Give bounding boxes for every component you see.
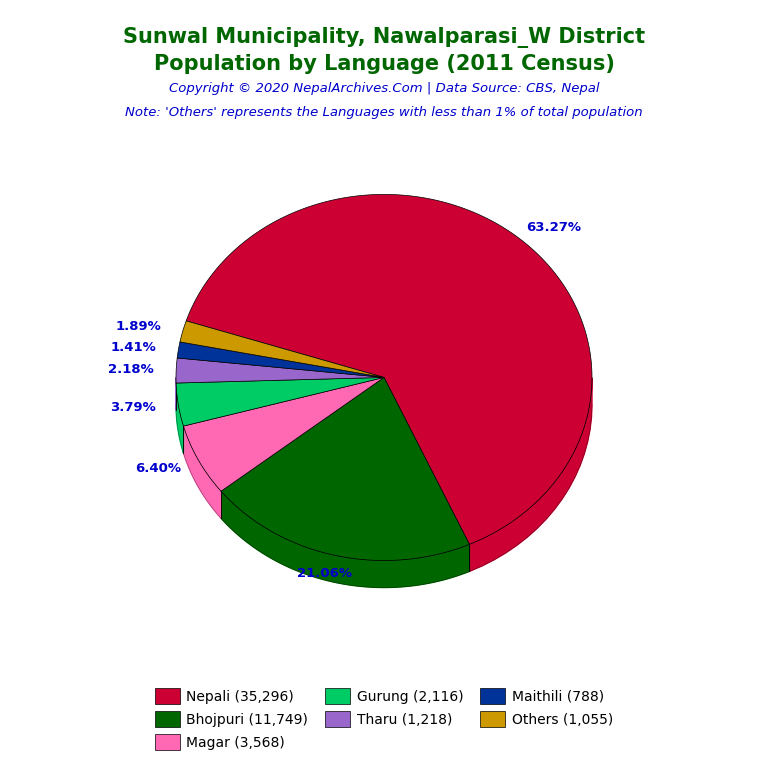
Text: Note: 'Others' represents the Languages with less than 1% of total population: Note: 'Others' represents the Languages …	[125, 106, 643, 119]
Polygon shape	[176, 358, 384, 383]
Text: 6.40%: 6.40%	[134, 462, 180, 475]
Text: Population by Language (2011 Census): Population by Language (2011 Census)	[154, 54, 614, 74]
Text: 1.41%: 1.41%	[111, 341, 156, 353]
Polygon shape	[184, 377, 384, 492]
Polygon shape	[177, 342, 384, 377]
Text: Copyright © 2020 NepalArchives.Com | Data Source: CBS, Nepal: Copyright © 2020 NepalArchives.Com | Dat…	[169, 82, 599, 95]
Text: Sunwal Municipality, Nawalparasi_W District: Sunwal Municipality, Nawalparasi_W Distr…	[123, 27, 645, 48]
Polygon shape	[184, 426, 221, 518]
Polygon shape	[469, 378, 592, 571]
Text: 63.27%: 63.27%	[526, 221, 581, 234]
Polygon shape	[221, 377, 469, 561]
Text: 1.89%: 1.89%	[115, 320, 161, 333]
Text: 3.79%: 3.79%	[110, 401, 156, 414]
Polygon shape	[221, 492, 469, 588]
Polygon shape	[180, 321, 384, 377]
Polygon shape	[186, 194, 592, 545]
Polygon shape	[176, 383, 184, 453]
Text: 21.06%: 21.06%	[296, 567, 352, 580]
Legend: Nepali (35,296), Bhojpuri (11,749), Magar (3,568), Gurung (2,116), Tharu (1,218): Nepali (35,296), Bhojpuri (11,749), Maga…	[147, 681, 621, 757]
Polygon shape	[176, 377, 384, 426]
Text: 2.18%: 2.18%	[108, 363, 154, 376]
